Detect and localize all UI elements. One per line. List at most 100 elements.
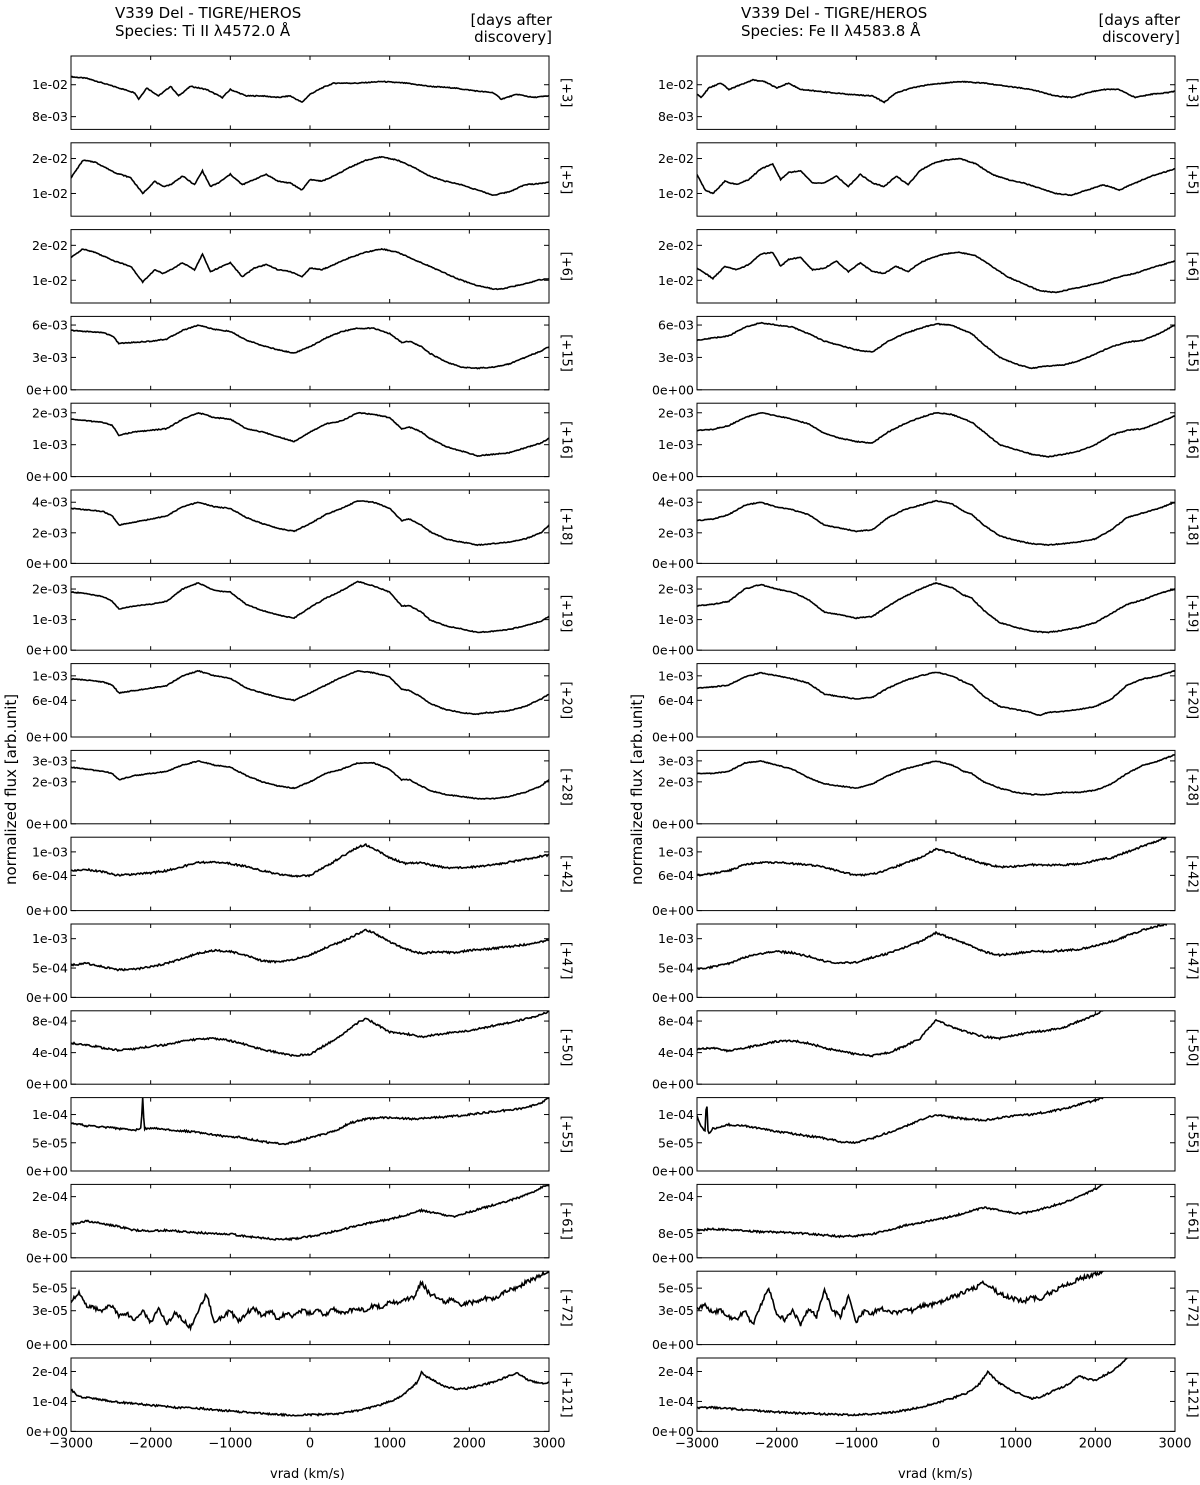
panel-frame [696, 1270, 1176, 1346]
y-tick-label: 1e-03 [32, 931, 68, 946]
panel-frame [696, 315, 1176, 391]
y-tick-label: 0e+00 [26, 730, 68, 745]
y-tick-label: 6e-04 [658, 868, 694, 883]
y-tick-label: 0e+00 [26, 1077, 68, 1092]
y-tick-label: 2e-04 [32, 1189, 68, 1204]
spectrum-line [71, 411, 549, 458]
left-panel: 0e+00 4e-04 8e-04 [+50] [26, 1010, 574, 1092]
panel-frame [70, 1183, 550, 1259]
y-tick-label: 1e-03 [658, 437, 694, 452]
left-panel: 0e+00 6e-04 1e-03 [+42] [26, 836, 574, 918]
y-tick-label: 2e-03 [32, 774, 68, 789]
panel-frame [696, 55, 1176, 130]
panel-frame [696, 1097, 1176, 1172]
left-days-header: [days after discovery] [460, 12, 552, 46]
left-panel: 1e-02 2e-02 [+5] [32, 142, 574, 217]
right-panel: 1e-02 2e-02 [+5] [658, 142, 1200, 217]
panel-frame [696, 142, 1176, 217]
y-tick-label: 0e+00 [652, 1164, 694, 1179]
left-panel: 0e+00 3e-05 5e-05 [+72] [26, 1270, 574, 1352]
y-tick-label: 1e-03 [32, 668, 68, 683]
y-tick-label: 2e-04 [658, 1364, 694, 1379]
y-tick-label: 5e-04 [32, 961, 68, 976]
y-tick-label: 1e-03 [658, 844, 694, 859]
x-tick-label: −3000 [675, 1436, 719, 1451]
day-label: [+47] [1185, 942, 1200, 980]
left-panel: 1e-02 2e-02 [+6] [32, 229, 574, 304]
y-tick-label: 2e-04 [32, 1364, 68, 1379]
left-days-header-line1: [days after [470, 11, 552, 29]
spectrum-line [71, 247, 549, 291]
y-tick-label: 1e-03 [32, 844, 68, 859]
y-tick-label: 0e+00 [652, 1250, 694, 1265]
y-tick-label: 0e+00 [652, 990, 694, 1005]
x-tick-label: −1000 [834, 1436, 878, 1451]
day-label: [+16] [559, 421, 574, 459]
y-tick-label: 4e-04 [32, 1045, 68, 1060]
panel-frame [70, 749, 550, 825]
y-tick-label: 0e+00 [26, 382, 68, 397]
y-tick-label: 2e-03 [658, 525, 694, 540]
spectrum-line [71, 760, 549, 800]
day-label: [+6] [1185, 252, 1200, 281]
y-tick-label: 6e-03 [32, 318, 68, 333]
spectrum-line [71, 1271, 549, 1332]
spectrum-line [697, 1010, 1104, 1058]
spectrum-line [71, 1097, 549, 1146]
left-subtitle: Species: Ti II λ4572.0 Å [115, 22, 291, 40]
x-tick-label: 2000 [1079, 1436, 1112, 1451]
y-tick-label: 2e-02 [32, 151, 68, 166]
panel-frame [696, 1010, 1176, 1085]
spectrum-line [71, 580, 549, 634]
spectrum-line [71, 75, 549, 104]
panel-frame [696, 1183, 1176, 1259]
y-tick-label: 0e+00 [26, 556, 68, 571]
day-label: [+28] [559, 768, 574, 806]
right-subtitle: Species: Fe II λ4583.8 Å [741, 22, 921, 40]
y-tick-label: 2e-02 [32, 238, 68, 253]
y-tick-label: 0e+00 [652, 382, 694, 397]
spectrum-line [697, 754, 1175, 796]
right-panel: 0e+00 3e-05 5e-05 [+72] [652, 1270, 1200, 1352]
y-tick-label: 0e+00 [26, 643, 68, 658]
left-panel: 0e+00 8e-05 2e-04 [+61] [26, 1183, 574, 1265]
day-label: [+55] [559, 1116, 574, 1154]
left-panel: 0e+00 2e-03 3e-03 [+28] [26, 749, 574, 831]
right-panel: 0e+00 1e-03 2e-03 [+19] [652, 576, 1200, 658]
spectrum-line [697, 581, 1175, 634]
spectrum-line [697, 157, 1175, 197]
y-tick-label: 5e-05 [658, 1135, 694, 1150]
right-panel: 8e-03 1e-02 [+3] [658, 55, 1200, 130]
y-tick-label: 1e-03 [32, 437, 68, 452]
y-tick-label: 2e-03 [658, 774, 694, 789]
day-label: [+121] [1185, 1372, 1200, 1418]
day-label: [+5] [559, 165, 574, 194]
day-label: [+50] [1185, 1029, 1200, 1067]
x-tick-label: 3000 [532, 1436, 565, 1451]
left-panel: 0e+00 1e-03 2e-03 [+16] [26, 402, 574, 484]
left-panel: 0e+00 2e-03 4e-03 [+18] [26, 489, 574, 571]
y-tick-label: 2e-03 [658, 582, 694, 597]
y-tick-label: 8e-03 [658, 109, 694, 124]
right-panel: 0e+00 3e-03 6e-03 [+15] [652, 315, 1200, 397]
y-tick-label: 8e-03 [32, 109, 68, 124]
panel-frame [70, 1270, 550, 1346]
spectrum-line [697, 924, 1167, 971]
y-tick-label: 5e-04 [658, 961, 694, 976]
day-label: [+3] [559, 78, 574, 107]
left-days-header-line2: discovery] [474, 28, 552, 46]
day-label: [+42] [559, 855, 574, 893]
y-tick-label: 0e+00 [26, 1337, 68, 1352]
y-tick-label: 0e+00 [26, 903, 68, 918]
y-tick-label: 0e+00 [652, 903, 694, 918]
y-tick-label: 0e+00 [652, 1077, 694, 1092]
y-tick-label: 3e-05 [32, 1303, 68, 1318]
y-tick-label: 0e+00 [652, 1337, 694, 1352]
panel-frame [70, 315, 550, 391]
y-tick-label: 0e+00 [26, 1250, 68, 1265]
x-tick-label: 3000 [1158, 1436, 1191, 1451]
y-tick-label: 1e-02 [658, 186, 694, 201]
y-tick-label: 1e-03 [658, 668, 694, 683]
spectrum-line [697, 321, 1175, 370]
right-panel: 0e+00 2e-03 4e-03 [+18] [652, 489, 1200, 571]
